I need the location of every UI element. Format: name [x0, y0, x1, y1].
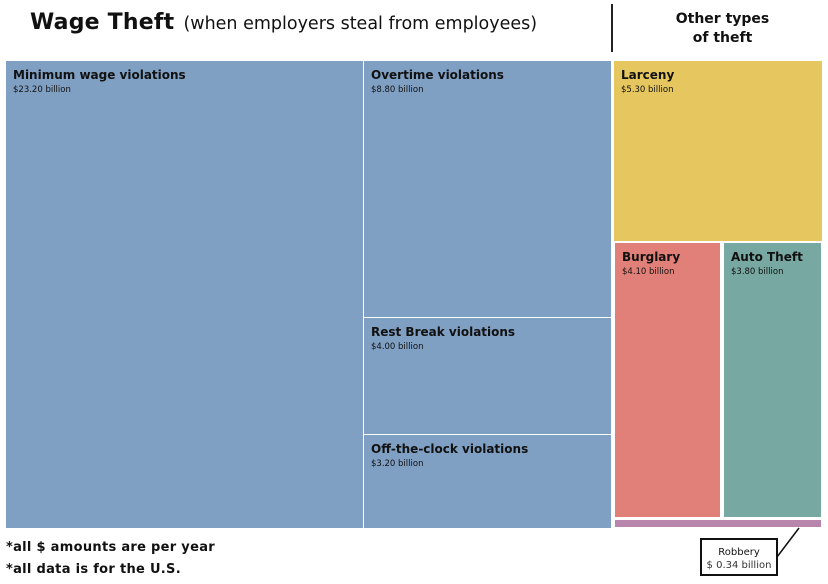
tile-larceny-value: $5.30 billion: [621, 85, 674, 95]
footnote-us-data: *all data is for the U.S.: [6, 562, 181, 577]
tile-auto-theft-label: Auto Theft: [731, 250, 803, 264]
header-divider: [611, 4, 613, 52]
chart-title-main: Wage Theft: [30, 10, 175, 35]
tile-off-the-clock-value: $3.20 billion: [371, 459, 424, 469]
tile-burglary-value: $4.10 billion: [622, 267, 675, 277]
other-theft-title-line1: Other types: [675, 11, 770, 27]
tile-overtime-label: Overtime violations: [371, 68, 504, 82]
tile-auto-theft: Auto Theft $3.80 billion: [722, 241, 823, 519]
tile-rest-break: Rest Break violations $4.00 billion: [363, 317, 612, 435]
other-theft-title: Other types of theft: [640, 10, 805, 48]
tile-overtime: Overtime violations $8.80 billion: [363, 60, 612, 318]
tile-off-the-clock: Off-the-clock violations $3.20 billion: [363, 434, 612, 529]
chart-title: Wage Theft (when employers steal from em…: [30, 10, 537, 35]
tile-larceny-label: Larceny: [621, 68, 675, 82]
tile-rest-break-label: Rest Break violations: [371, 325, 516, 339]
tile-minimum-wage-label: Minimum wage violations: [13, 68, 186, 82]
tile-overtime-value: $8.80 billion: [371, 85, 424, 95]
tile-burglary-label: Burglary: [622, 250, 681, 264]
robbery-callout-label: Robbery: [718, 547, 760, 558]
footnote-per-year: *all $ amounts are per year: [6, 540, 215, 555]
chart-title-sub: (when employers steal from employees): [183, 14, 538, 34]
robbery-callout-value: $ 0.34 billion: [706, 560, 772, 571]
tile-off-the-clock-label: Off-the-clock violations: [371, 442, 529, 456]
tile-rest-break-value: $4.00 billion: [371, 342, 424, 352]
robbery-callout: Robbery $ 0.34 billion: [700, 538, 778, 576]
tile-minimum-wage: Minimum wage violations $23.20 billion: [5, 60, 364, 529]
tile-larceny: Larceny $5.30 billion: [613, 60, 823, 242]
other-theft-title-line2: of theft: [692, 30, 753, 46]
tile-burglary: Burglary $4.10 billion: [613, 241, 722, 519]
tile-auto-theft-value: $3.80 billion: [731, 267, 784, 277]
tile-minimum-wage-value: $23.20 billion: [13, 85, 71, 95]
tile-robbery: [614, 519, 822, 528]
